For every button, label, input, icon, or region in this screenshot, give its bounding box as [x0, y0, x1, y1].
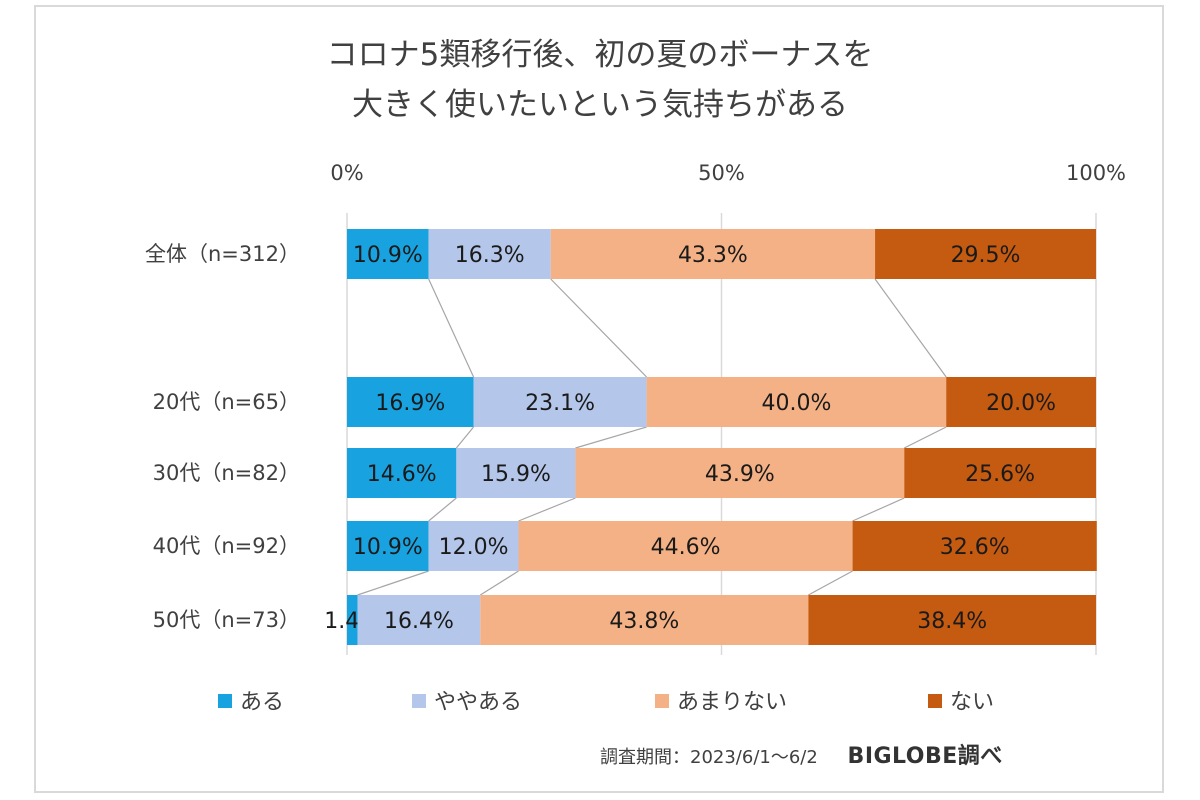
- bar-segment-1: [473, 377, 647, 427]
- legend-label: あまりない: [677, 690, 787, 715]
- bar-segment-1: [428, 229, 551, 279]
- bar-segment-0: [347, 521, 429, 571]
- x-tick-label: 50%: [698, 161, 745, 185]
- data-label: 40.0%: [761, 391, 831, 416]
- chart-title: コロナ5類移行後、初の夏のボーナスを 大きく使いたいという気持ちがある: [0, 30, 1200, 130]
- category-label: 20代（n=65）: [153, 390, 300, 414]
- data-label: 15.9%: [481, 462, 551, 487]
- data-label: 43.8%: [609, 609, 679, 634]
- x-tick-label: 0%: [330, 161, 363, 185]
- data-label: 16.3%: [455, 243, 525, 268]
- legend-swatch: [218, 694, 232, 708]
- series-connector-line: [428, 278, 475, 378]
- chart-title-line-2: 大きく使いたいという気持ちがある: [352, 87, 848, 123]
- legend-label: ある: [240, 690, 284, 715]
- bar-segment-3: [852, 521, 1097, 571]
- legend-swatch: [655, 694, 669, 708]
- bar-segment-0: [347, 448, 457, 498]
- bar-segment-0: [347, 229, 429, 279]
- series-connector-line: [357, 570, 429, 596]
- series-connector-line: [518, 497, 576, 522]
- bar-segment-3: [875, 229, 1096, 279]
- category-label: 30代（n=82）: [153, 461, 300, 485]
- bar-segment-3: [946, 377, 1096, 427]
- series-connector-line: [455, 426, 475, 449]
- bar-segment-1: [428, 521, 519, 571]
- data-label: 43.3%: [678, 243, 748, 268]
- data-label: 10.9%: [353, 535, 423, 560]
- legend-swatch: [412, 694, 426, 708]
- legend-label: ない: [950, 690, 994, 715]
- bar-segment-2: [575, 448, 905, 498]
- data-label: 10.9%: [353, 243, 423, 268]
- data-label: 29.5%: [951, 243, 1021, 268]
- series-connector-line: [903, 426, 947, 449]
- data-label: 14.6%: [367, 462, 437, 487]
- bar-segment-2: [518, 521, 853, 571]
- bar-segment-2: [480, 595, 809, 645]
- series-connector-line: [852, 497, 905, 522]
- data-label: 25.6%: [965, 462, 1035, 487]
- bar-segment-2: [550, 229, 876, 279]
- data-label: 20.0%: [986, 391, 1056, 416]
- data-label: 32.6%: [940, 535, 1010, 560]
- category-label: 40代（n=92）: [153, 534, 300, 558]
- chart-title-line-1: コロナ5類移行後、初の夏のボーナスを: [326, 37, 874, 73]
- series-connector-line: [480, 570, 519, 596]
- data-label: 23.1%: [525, 391, 595, 416]
- data-label: 43.9%: [705, 462, 775, 487]
- series-connector-line: [874, 278, 947, 378]
- bar-segment-2: [646, 377, 947, 427]
- series-connector-line: [428, 497, 457, 522]
- series-connector-line: [575, 426, 647, 449]
- bar-segment-0: [347, 595, 358, 645]
- category-label: 全体（n=312）: [145, 242, 300, 266]
- bar-segment-3: [904, 448, 1096, 498]
- x-tick-label: 100%: [1066, 161, 1126, 185]
- data-label: 38.4%: [917, 609, 987, 634]
- survey-period: 調査期間：2023/6/1～6/2: [600, 747, 818, 768]
- source-brand: BIGLOBE調べ: [847, 744, 1003, 769]
- legend-label: ややある: [434, 690, 522, 715]
- data-label: 16.4%: [384, 609, 454, 634]
- data-label: 12.0%: [439, 535, 509, 560]
- series-connector-line: [808, 570, 853, 596]
- bar-segment-1: [456, 448, 576, 498]
- data-label: 16.9%: [375, 391, 445, 416]
- category-label: 50代（n=73）: [153, 608, 300, 632]
- series-connector-line: [550, 278, 648, 378]
- bar-segment-3: [808, 595, 1096, 645]
- bar-segment-0: [347, 377, 474, 427]
- bar-segment-1: [357, 595, 481, 645]
- data-label: 44.6%: [651, 535, 721, 560]
- legend-swatch: [928, 694, 942, 708]
- chart-footer: 調査期間：2023/6/1～6/2 BIGLOBE調べ: [600, 738, 1120, 770]
